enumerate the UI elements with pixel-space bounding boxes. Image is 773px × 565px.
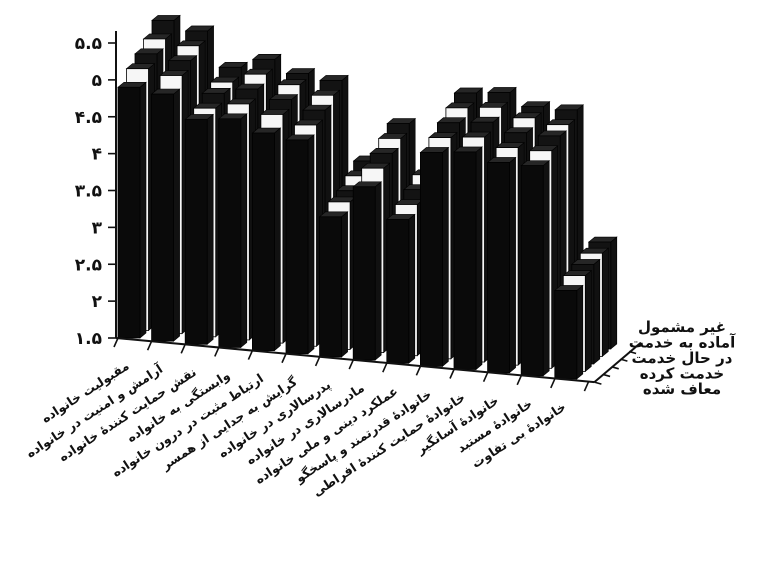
bar [217, 113, 248, 349]
bar-front [453, 151, 477, 370]
bar-side [173, 88, 180, 342]
bar [553, 284, 584, 380]
bar-side [341, 211, 348, 358]
bar-front [151, 93, 175, 342]
bar-side [274, 127, 281, 352]
x-tick-mark [348, 359, 354, 370]
bar-side [442, 146, 449, 367]
bar-side [475, 146, 483, 371]
bar-side [601, 247, 609, 358]
y-tick-label: ۲ [92, 292, 103, 312]
bar-front [319, 216, 343, 358]
y-tick-label: ۱.۵ [75, 329, 102, 349]
bar-side [240, 113, 248, 349]
y-tick-label: ۳ [92, 218, 103, 238]
x-tick-mark [247, 350, 254, 360]
bar-side [593, 258, 601, 365]
bar-front [251, 132, 275, 352]
x-tick-mark [516, 375, 522, 386]
depth-tick-mark [628, 350, 637, 355]
x-tick-mark [281, 353, 287, 364]
bar-front [386, 218, 410, 364]
bar-front [487, 162, 511, 374]
bar [318, 211, 349, 358]
x-tick-mark [415, 366, 422, 376]
bars-layer [117, 14, 618, 380]
y-tick-label: ۵.۵ [75, 34, 102, 54]
bar-side [139, 81, 147, 339]
x-tick-mark [482, 372, 489, 382]
series-label: معاف شده [643, 380, 721, 398]
x-tick-mark [314, 356, 321, 367]
bar-front [184, 118, 208, 345]
bar [486, 156, 517, 374]
bar-side [307, 134, 315, 355]
bar-front [520, 165, 544, 377]
bar-side [408, 213, 416, 364]
bar [117, 81, 147, 339]
y-tick-label: ۳.۵ [75, 182, 102, 202]
x-tick-mark [449, 369, 455, 379]
bar-front [419, 152, 443, 367]
bar [285, 134, 315, 355]
x-tick-mark [583, 381, 590, 392]
bar-side [576, 284, 584, 380]
series-label: در حال خدمت [632, 349, 733, 367]
series-label: غیر مشمول [638, 318, 726, 336]
x-tick-mark [382, 362, 388, 373]
depth-tick-mark [620, 358, 628, 362]
y-tick-label: ۵ [92, 71, 102, 91]
bar [385, 213, 416, 364]
bar-side [509, 156, 516, 374]
bar-front [117, 86, 141, 339]
bar [251, 127, 282, 352]
y-tick-label: ۴.۵ [75, 108, 102, 128]
series-label: خدمت کرده [640, 365, 724, 383]
bar [520, 159, 551, 377]
bar [453, 146, 483, 371]
series-label: آماده به خدمت [629, 334, 736, 352]
bar-side [610, 236, 618, 350]
x-tick-mark [550, 378, 556, 389]
bar [352, 181, 383, 361]
x-tick-mark [113, 337, 119, 348]
bar [419, 146, 450, 367]
bar-front [554, 290, 578, 380]
bar-side [206, 113, 214, 345]
x-tick-mark [214, 347, 220, 357]
bar-front [218, 118, 242, 348]
x-axis-line [115, 337, 595, 384]
depth-tick-mark [611, 366, 619, 370]
axis-layer [108, 31, 642, 392]
x-tick-mark [180, 343, 186, 354]
bar-side [374, 181, 382, 361]
bar [184, 113, 215, 345]
bar-side [584, 269, 592, 373]
bar [150, 88, 181, 342]
x-tick-mark [146, 340, 153, 351]
bar-front [352, 186, 376, 361]
bar-side [542, 159, 550, 377]
depth-tick-mark [594, 381, 602, 385]
depth-tick-mark [602, 373, 611, 378]
y-tick-label: ۴ [92, 145, 102, 165]
depth-axis-line [593, 341, 642, 383]
bar-front [285, 139, 309, 355]
y-tick-label: ۲.۵ [75, 255, 102, 275]
